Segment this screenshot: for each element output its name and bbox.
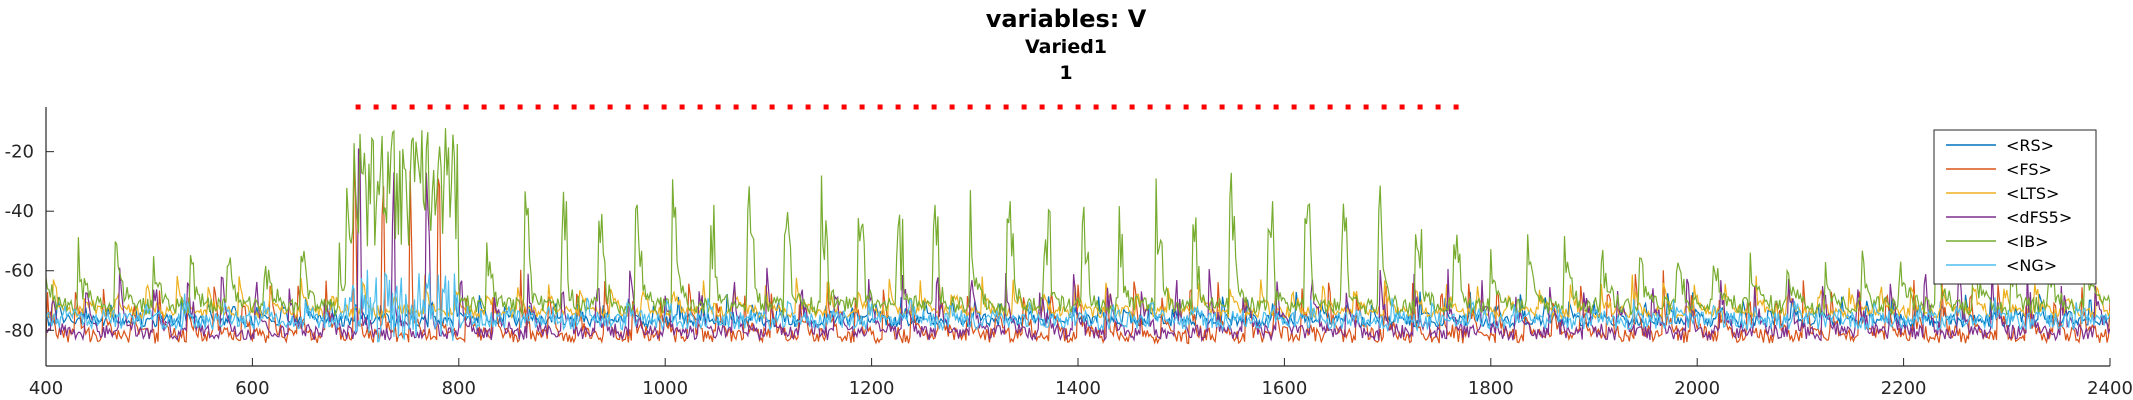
chart-title: variables: V [986,5,1147,33]
series-line-ng [46,269,2110,343]
legend-entry-label: <FS> [2006,160,2052,179]
legend: <RS> <FS> <LTS> <dFS5> <IB> <NG> [1933,129,2097,285]
x-tick-label: 1200 [849,378,895,399]
y-tick-label: -40 [5,201,34,222]
series-line-ib [46,128,2110,318]
x-tick-label: 600 [235,378,269,399]
x-tick-label: 2000 [1674,378,1720,399]
series-line-dfs5 [46,148,2110,343]
legend-box [1933,129,2097,285]
tick-labels: 400 600 800 1000 1200 1400 1600 1800 2000 2200 240… [5,142,2133,399]
legend-entry-label: <NG> [2006,256,2057,275]
legend-entry-label: <RS> [2006,136,2054,155]
legend-entry-label: <LTS> [2006,184,2059,203]
y-tick-label: -80 [5,320,34,341]
x-tick-label: 1000 [642,378,688,399]
legend-entry-label: <IB> [2006,232,2049,251]
x-tick-label: 1800 [1468,378,1514,399]
x-tick-label: 400 [29,378,63,399]
series-layer [46,128,2110,345]
chart-subtitle-1: Varied1 [1025,36,1107,58]
chart-subtitle-2: 1 [1059,62,1072,84]
series-line-fs [46,153,2110,345]
axes [45,107,2111,367]
x-tick-label: 1600 [1261,378,1307,399]
legend-entry-label: <dFS5> [2006,208,2072,227]
x-tick-label: 2400 [2087,378,2133,399]
y-tick-label: -20 [5,142,34,163]
x-tick-label: 800 [442,378,476,399]
y-tick-label: -60 [5,261,34,282]
x-tick-label: 1400 [1055,378,1101,399]
x-tick-label: 2200 [1881,378,1927,399]
